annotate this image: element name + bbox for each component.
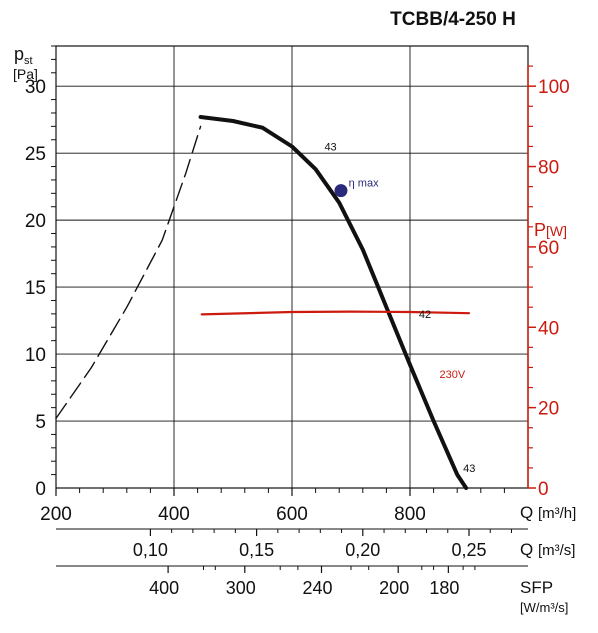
x3-axis-label: SFP [520, 578, 553, 597]
x-tick-label: 400 [158, 504, 190, 525]
y2-axis-label-unit: [W] [546, 223, 567, 239]
x-tick-labels: 200 400 600 800 [40, 504, 426, 525]
x3-tick-label: 240 [302, 578, 332, 598]
minor-ticks [51, 45, 536, 496]
y2-tick-labels: 0 20 40 60 80 100 [538, 77, 570, 500]
x2-tick-label: 0,15 [239, 540, 274, 560]
y-tick-label: 25 [25, 144, 46, 165]
x2-tick-label: 0,25 [451, 540, 486, 560]
x2-axis: 0,10 0,15 0,20 0,25 [56, 528, 528, 560]
x3-axis: 400 300 240 200 180 [56, 565, 528, 598]
x-axis-label: Q [m³/h] [520, 503, 576, 522]
y2-axis-label: P[W] [534, 220, 567, 240]
y-tick-label: 30 [25, 77, 46, 98]
annotation-label: 230V [440, 369, 466, 381]
x3-tick-label: 180 [429, 578, 459, 598]
y-axis-unit: [Pa] [13, 66, 38, 82]
y-axis-label-main: p [14, 44, 24, 64]
x3-tick-label: 400 [149, 578, 179, 598]
x-tick-label: 800 [394, 504, 426, 525]
y-tick-label: 0 [35, 479, 46, 500]
y2-tick-label: 40 [538, 318, 559, 339]
y-tick-labels: 0 5 10 15 20 25 30 [25, 77, 46, 500]
x2-tick-label: 0,10 [133, 540, 168, 560]
pressure-curve-dashed [55, 125, 202, 420]
annotation-label: 43 [324, 141, 336, 153]
y-tick-label: 10 [25, 345, 46, 366]
x3-tick-label: 200 [379, 578, 409, 598]
y2-axis-label-main: P [534, 220, 546, 240]
annotations-layer: 43 η max 42 230V 43 [324, 141, 475, 474]
y-axis-label-sub: st [24, 55, 33, 67]
y2-tick-label: 80 [538, 158, 559, 179]
annotation-label: 42 [419, 309, 431, 321]
chart-title: TCBB/4-250 H [390, 9, 516, 30]
y2-tick-label: 20 [538, 399, 559, 420]
x-tick-label: 200 [40, 504, 72, 525]
x2-axis-label: Q [m³/s] [520, 540, 575, 559]
power-curve-line [200, 310, 471, 316]
y-axis-label: pst [14, 44, 33, 67]
y2-tick-label: 60 [538, 238, 559, 259]
x2-tick-label: 0,20 [345, 540, 380, 560]
y2-tick-label: 0 [538, 479, 549, 500]
x3-axis-unit: [W/m³/s] [520, 600, 568, 615]
eta-max-point [334, 184, 348, 198]
annotation-label: η max [349, 178, 379, 190]
grid-lines [55, 45, 529, 489]
pressure-curve-line [198, 115, 469, 490]
y-tick-label: 20 [25, 211, 46, 232]
annotation-label: 43 [463, 463, 475, 475]
x-tick-label: 600 [276, 504, 308, 525]
x3-tick-label: 300 [226, 578, 256, 598]
y-tick-label: 5 [35, 412, 46, 433]
y-tick-label: 15 [25, 278, 46, 299]
y2-tick-label: 100 [538, 77, 570, 98]
series-layer [55, 115, 471, 490]
